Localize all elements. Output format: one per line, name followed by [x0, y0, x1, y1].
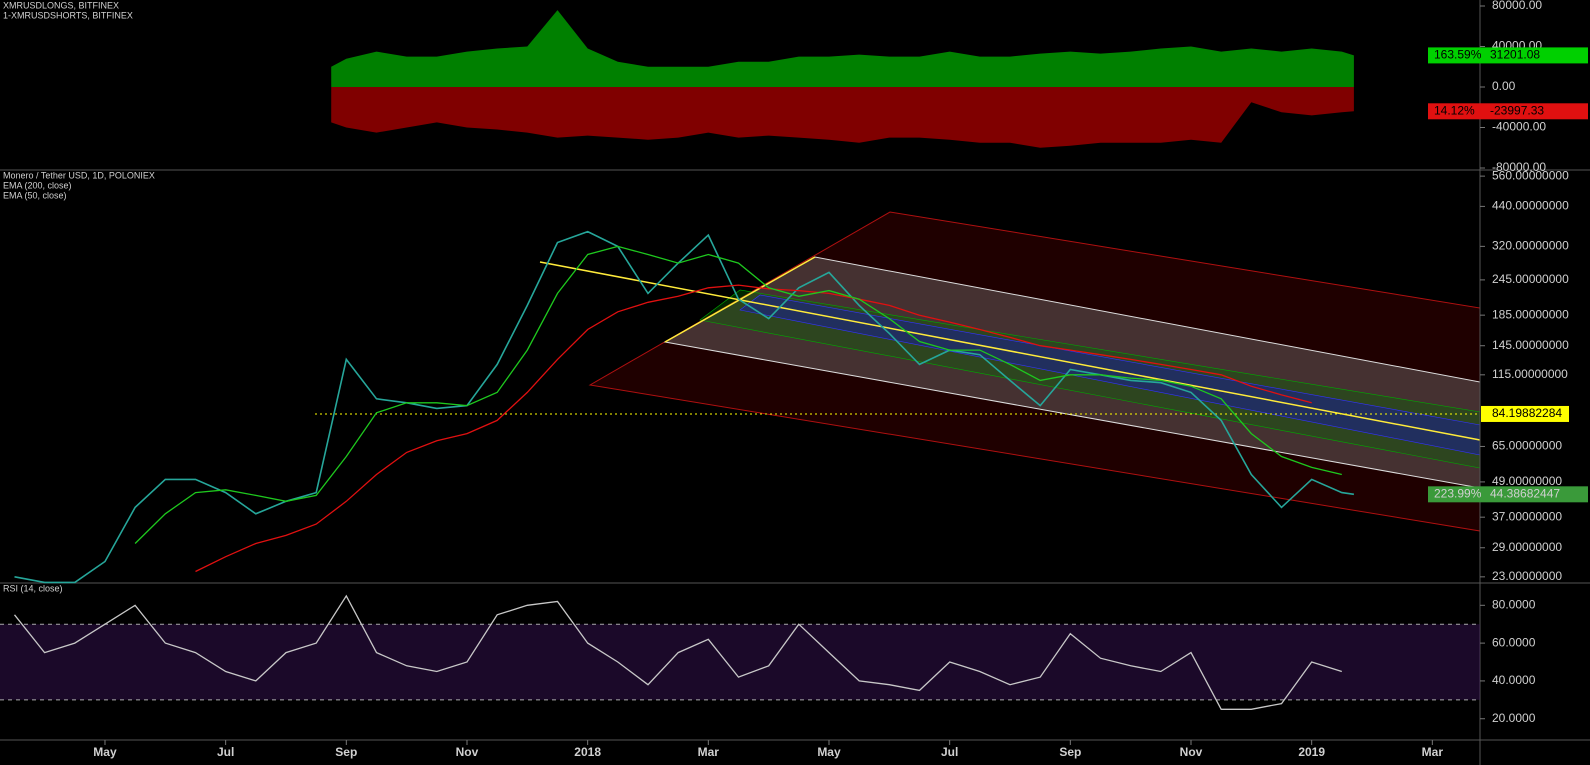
y-tick-label: -40000.00: [1492, 120, 1546, 134]
change-label: 14.12%: [1434, 103, 1475, 117]
last-value-label: 31201.08: [1490, 48, 1540, 62]
legend-label: Monero / Tether USD, 1D, POLONIEX: [3, 170, 155, 180]
change-box: [1428, 103, 1588, 120]
y-tick-label: 115.00000000: [1492, 367, 1568, 381]
y-tick-label: 49.00000000: [1492, 474, 1562, 488]
y-tick-label: 320.00000000: [1492, 239, 1569, 253]
x-tick-label: Sep: [1059, 745, 1081, 759]
line: [134, 245, 1342, 544]
line: [14, 230, 1355, 584]
y-tick-label: -80000.00: [1492, 160, 1546, 174]
y-tick-label: 20.0000: [1492, 711, 1536, 725]
rsi-band: [0, 624, 1480, 700]
y-tick-label: 29.00000000: [1492, 540, 1562, 554]
change-label: 163.59%: [1434, 48, 1482, 62]
pane: [14, 230, 1480, 584]
last-value-label: 44.38682447: [1490, 486, 1560, 500]
x-tick-label: Nov: [1180, 745, 1203, 759]
legend-label: 1-XMRUSDSHORTS, BITFINEX: [3, 10, 133, 20]
x-tick-label: 2018: [574, 745, 601, 759]
y-tick-label: 23.00000000: [1492, 569, 1562, 583]
y-tick-label: 40.0000: [1492, 673, 1536, 687]
last-box: [1428, 486, 1588, 503]
y-tick-label: 0.00: [1492, 79, 1516, 93]
legend-label: EMA (50, close): [3, 190, 67, 200]
line: [195, 284, 1312, 573]
line: [13, 594, 1342, 710]
x-tick-label: Mar: [698, 745, 720, 759]
y-tick-label: 80000.00: [1492, 0, 1542, 12]
legend-label: RSI (14, close): [3, 583, 63, 593]
x-tick-label: Jul: [217, 745, 234, 759]
x-tick-label: May: [817, 745, 841, 759]
change-box: [1428, 47, 1588, 64]
x-tick-label: Jul: [941, 745, 958, 759]
y-tick-label: 560.00000000: [1492, 168, 1569, 182]
y-tick-label: 65.00000000: [1492, 439, 1562, 453]
pane: [331, 10, 1354, 148]
area: [331, 87, 1354, 148]
y-tick-label: 37.00000000: [1492, 509, 1562, 523]
y-tick-label: 185.00000000: [1492, 307, 1569, 321]
pane: [0, 594, 1480, 710]
price-line-box: [1481, 405, 1569, 422]
x-tick-label: Nov: [456, 745, 479, 759]
x-tick-label: Mar: [1422, 745, 1444, 759]
y-tick-label: 80.0000: [1492, 597, 1536, 611]
last-value-label: -23997.33: [1490, 103, 1544, 117]
area: [331, 10, 1354, 88]
price-line-label: 84.19882284: [1492, 406, 1562, 420]
y-tick-label: 440.00000000: [1492, 199, 1569, 213]
legend-label: XMRUSDLONGS, BITFINEX: [3, 0, 119, 10]
x-tick-label: 2019: [1298, 745, 1325, 759]
x-tick-label: Sep: [335, 745, 357, 759]
last-change-label: 223.99%: [1434, 486, 1482, 500]
x-tick-label: May: [93, 745, 117, 759]
y-tick-label: 145.00000000: [1492, 338, 1569, 352]
legend-label: EMA (200, close): [3, 180, 72, 190]
y-tick-label: 60.0000: [1492, 635, 1536, 649]
y-tick-label: 245.00000000: [1492, 272, 1569, 286]
